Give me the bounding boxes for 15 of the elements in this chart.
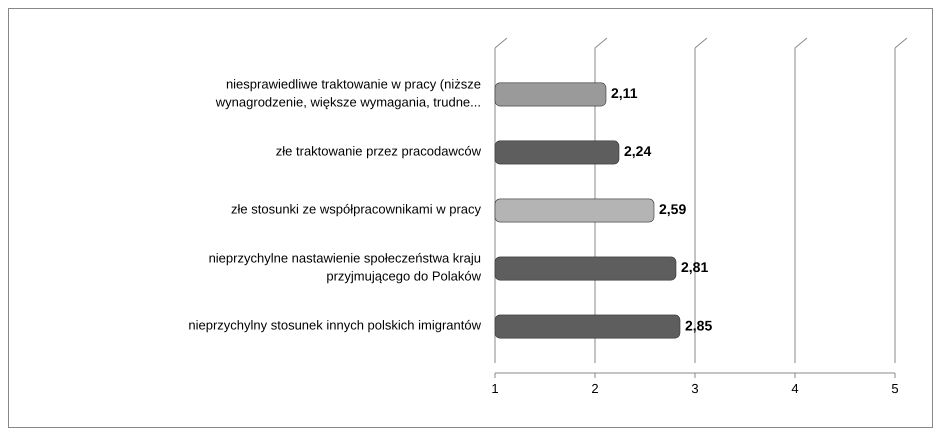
data-label: 2,24 (624, 143, 652, 160)
y-tick-label: złe stosunki ze współpracownikami w pracy (231, 202, 482, 217)
data-label: 2,81 (681, 259, 708, 276)
x-tick-label: 1 (491, 381, 499, 396)
data-label: 2,59 (659, 201, 686, 218)
x-tick-label: 3 (691, 381, 699, 396)
y-tick-label: nieprzychylny stosunek innych polskich imigrantów (188, 318, 482, 334)
y-tick-label: niesprawiedliwe traktowanie w pracy (niższe wynagrodzenie, większe wymagania, trudne... (214, 76, 481, 110)
y-tick-label: złe traktowanie przez pracodawców (276, 144, 482, 159)
x-tick-label: 4 (791, 381, 799, 396)
x-tick-label: 5 (891, 381, 899, 396)
data-label: 2,85 (685, 317, 712, 334)
data-label: 2,11 (611, 85, 638, 102)
x-tick-label: 2 (591, 381, 599, 396)
y-tick-label: nieprzychylne nastawienie społeczeństwa kraju przyjmującego do Polaków (208, 250, 482, 284)
